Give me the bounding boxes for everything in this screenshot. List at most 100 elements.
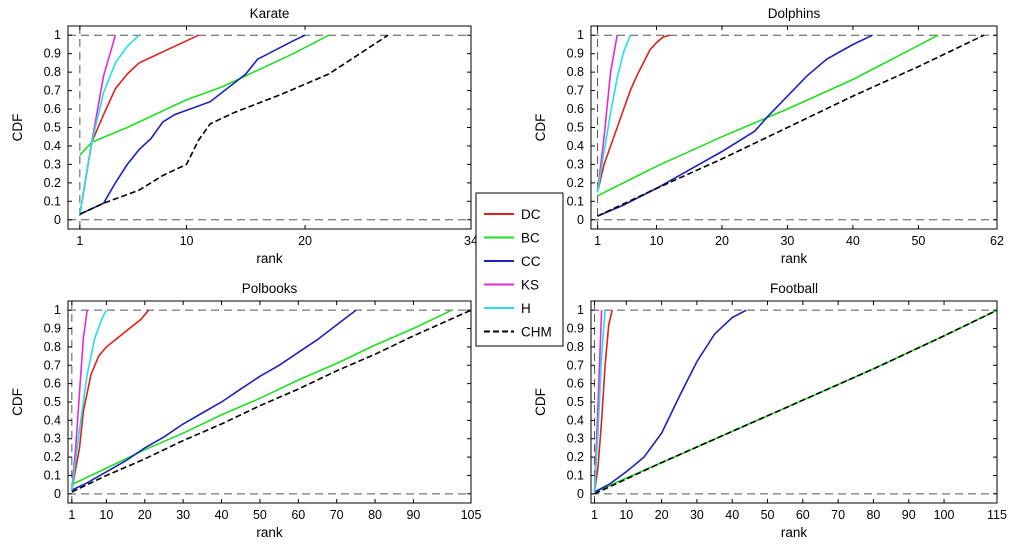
y-tick-label: 0.6	[567, 102, 584, 116]
x-tick-label: 40	[846, 234, 860, 248]
x-tick-label: 60	[796, 508, 810, 522]
y-tick-label: 0.9	[567, 322, 584, 336]
x-tick-label: 10	[99, 508, 113, 522]
y-tick-label: 0.4	[567, 139, 584, 153]
series-line-cc	[79, 34, 306, 215]
x-tick-label: 105	[461, 508, 482, 522]
axes-frame	[590, 25, 998, 230]
x-tick-label: 34	[464, 234, 478, 248]
legend-label-cc: CC	[521, 254, 541, 269]
series-line-chm	[594, 309, 998, 495]
y-tick-label: 0.5	[567, 395, 584, 409]
legend-label-bc: BC	[521, 231, 540, 246]
legend-label-chm: CHM	[521, 325, 552, 340]
y-tick-label: 0.1	[44, 468, 61, 482]
x-tick-label: 80	[368, 508, 382, 522]
x-axis-label: rank	[781, 251, 808, 266]
y-tick-label: 0.2	[44, 176, 61, 190]
x-tick-label: 10	[619, 508, 633, 522]
x-tick-label: 50	[253, 508, 267, 522]
series-line-ks	[71, 310, 88, 491]
axes-frame	[590, 300, 998, 504]
series-line-dc	[79, 34, 199, 215]
x-axis-label: rank	[256, 251, 283, 266]
y-tick-label: 0.1	[44, 194, 61, 208]
x-axis-label: rank	[256, 525, 283, 540]
y-tick-label: 0.6	[44, 102, 61, 116]
subplot-title: Dolphins	[768, 6, 821, 21]
x-tick-label: 50	[761, 508, 775, 522]
series-line-dc	[593, 310, 613, 493]
x-tick-label: 40	[215, 508, 229, 522]
y-tick-label: 0.5	[567, 121, 584, 135]
legend-label-h: H	[521, 301, 531, 316]
series-line-h	[593, 310, 606, 493]
axes-frame	[67, 25, 472, 230]
x-tick-label: 1	[594, 234, 601, 248]
x-tick-label: 70	[831, 508, 845, 522]
x-tick-label: 20	[655, 508, 669, 522]
series-line-h	[79, 34, 140, 215]
series-line-cc	[71, 309, 357, 491]
x-tick-label: 90	[406, 508, 420, 522]
y-axis-label: CDF	[10, 388, 25, 416]
y-tick-label: 0.4	[44, 413, 61, 427]
y-tick-label: 0.7	[567, 358, 584, 372]
series-line-h	[71, 309, 108, 491]
x-tick-label: 1	[76, 234, 83, 248]
y-tick-label: 0.3	[44, 432, 61, 446]
series-line-ks	[596, 35, 618, 193]
y-tick-label: 0	[54, 487, 61, 501]
x-axis-label: rank	[781, 525, 808, 540]
y-tick-label: 0.8	[44, 65, 61, 79]
series-line-chm	[597, 34, 985, 217]
x-tick-label: 10	[650, 234, 664, 248]
series-line-h	[596, 34, 632, 193]
y-tick-label: 1	[577, 28, 584, 42]
x-tick-label: 70	[330, 508, 344, 522]
x-tick-label: 30	[176, 508, 190, 522]
y-tick-label: 0.3	[44, 157, 61, 171]
y-tick-label: 0.4	[567, 413, 584, 427]
legend: DC BC CC KS H CHM	[475, 192, 564, 347]
y-tick-label: 0.6	[44, 377, 61, 391]
series-line-bc	[597, 34, 939, 197]
y-tick-label: 0.1	[567, 468, 584, 482]
y-tick-label: 0.9	[567, 47, 584, 61]
x-tick-label: 30	[780, 234, 794, 248]
x-tick-label: 115	[987, 508, 1007, 522]
subplot-title: Polbooks	[242, 281, 298, 296]
y-axis-label: CDF	[10, 114, 25, 142]
y-tick-label: 0.6	[567, 377, 584, 391]
x-tick-label: 80	[866, 508, 880, 522]
x-tick-label: 40	[725, 508, 739, 522]
y-tick-label: 0	[577, 487, 584, 501]
x-tick-label: 1	[68, 508, 75, 522]
x-tick-label: 30	[690, 508, 704, 522]
y-tick-label: 1	[577, 303, 584, 317]
subplot-dolphins: 0 0.1 0.2 0.3 0.4 0.5 0.6 0.7 0.8 0.9 1 1 10 20 30 40 50…	[533, 6, 1004, 266]
subplot-karate: 0 0.1 0.2 0.3 0.4 0.5 0.6 0.7 0.8 0.9 1 1 10 20 34 Kara…	[10, 6, 478, 266]
x-tick-label: 50	[911, 234, 925, 248]
x-tick-label: 60	[291, 508, 305, 522]
y-tick-label: 0	[54, 213, 61, 227]
legend-label-dc: DC	[521, 207, 541, 222]
legend-label-ks: KS	[521, 278, 539, 293]
x-tick-label: 90	[902, 508, 916, 522]
y-tick-label: 0.1	[567, 194, 584, 208]
x-tick-label: 100	[934, 508, 955, 522]
x-tick-label: 1	[591, 508, 598, 522]
y-tick-label: 0.5	[44, 395, 61, 409]
y-tick-label: 0.8	[567, 340, 584, 354]
y-tick-label: 0.8	[44, 340, 61, 354]
subplot-polbooks: 0 0.1 0.2 0.3 0.4 0.5 0.6 0.7 0.8 0.9 1 1 10 20 30 40 50…	[10, 281, 481, 540]
y-tick-label: 0.2	[567, 176, 584, 190]
y-tick-label: 0.9	[44, 47, 61, 61]
y-tick-label: 0.3	[567, 157, 584, 171]
subplot-title: Karate	[250, 6, 290, 21]
series-line-bc	[79, 34, 330, 156]
y-axis-label: CDF	[533, 388, 548, 416]
y-tick-label: 1	[54, 28, 61, 42]
y-tick-label: 0.9	[44, 322, 61, 336]
series-line-cc	[594, 309, 747, 493]
